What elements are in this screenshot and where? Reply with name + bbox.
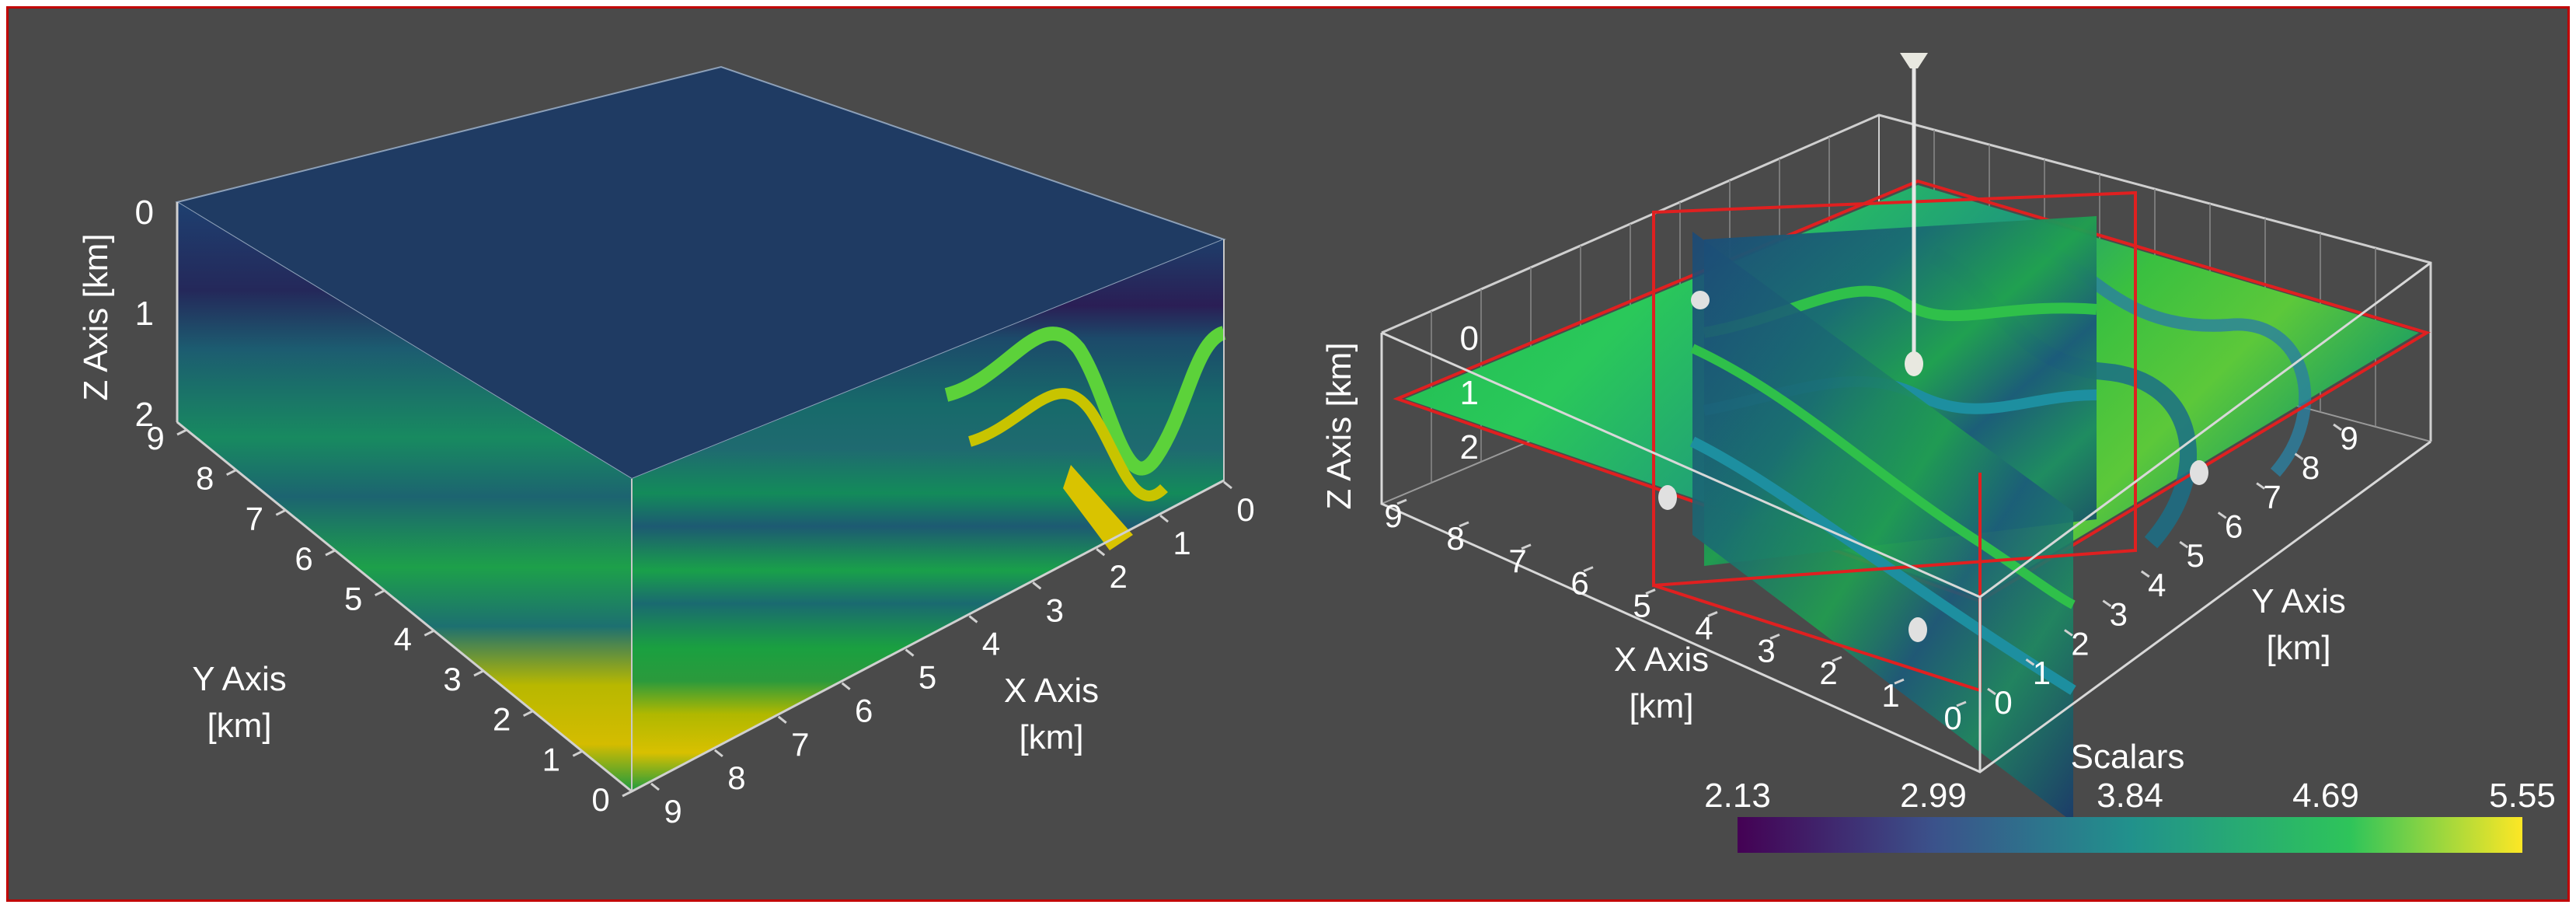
colorbar-gradient <box>1738 817 2522 853</box>
right-x-tick-2: 2 <box>1819 655 1837 691</box>
left-x-tick-5: 5 <box>919 659 936 696</box>
block-x-face <box>632 239 1224 791</box>
vertical-slice-yz <box>1692 232 2073 822</box>
colorbar-tick-4: 5.55 <box>2489 777 2556 815</box>
right-x-tick-1: 1 <box>1881 677 1899 714</box>
right-z-tick-1: 1 <box>1460 374 1479 412</box>
left-y-tick-4: 4 <box>394 620 412 657</box>
right-x-tick-5: 5 <box>1633 588 1651 624</box>
right-y-tick-4: 4 <box>2148 567 2166 603</box>
right-x-tick-8: 8 <box>1446 520 1464 557</box>
left-y-tick-5: 5 <box>344 581 362 617</box>
left-x-tick-4: 4 <box>982 625 1000 662</box>
left-x-axis-label-line1: X Axis <box>1004 672 1099 710</box>
right-x-tick-9: 9 <box>1384 498 1402 534</box>
left-y-axis-label-line1: Y Axis <box>192 660 286 698</box>
colorbar: Scalars 2.13 2.99 3.84 4.69 5.55 <box>1704 738 2556 853</box>
left-y-tick-8: 8 <box>196 460 214 497</box>
right-z-axis-label: Z Axis [km] <box>1320 342 1358 509</box>
right-y-tick-6: 6 <box>2225 508 2243 544</box>
right-y-tick-3: 3 <box>2110 596 2128 633</box>
left-z-tick-0: 0 <box>135 194 154 232</box>
right-y-axis-label-line2: [km] <box>2266 629 2330 667</box>
probe-glyph-right <box>2190 460 2208 485</box>
left-y-tick-1: 1 <box>542 741 560 777</box>
fold-feature <box>944 326 1227 476</box>
bbox-front-top-right <box>1979 261 2431 599</box>
right-x-axis-label-line1: X Axis <box>1614 641 1709 679</box>
right-y-tick-7: 7 <box>2263 479 2281 515</box>
left-y-tick-9: 9 <box>146 420 164 456</box>
right-y-tick-0: 0 <box>1994 684 2012 721</box>
left-y-tick-3: 3 <box>443 661 461 697</box>
colorbar-tick-1: 2.99 <box>1900 777 1967 815</box>
left-x-tick-2: 2 <box>1110 558 1128 595</box>
left-x-tick-6: 6 <box>855 693 873 729</box>
probe-glyph-center <box>1905 351 1923 376</box>
right-z-tick-2: 2 <box>1460 428 1479 466</box>
vertical-slice-yz-outline <box>1652 212 1982 693</box>
left-x-tick-8: 8 <box>727 760 745 796</box>
bbox-front-bottom <box>1380 333 2431 774</box>
left-x-ticks: 9 8 7 6 5 4 3 2 1 0 <box>650 480 1255 829</box>
probe-glyph-left <box>1658 485 1677 510</box>
left-x-tick-3: 3 <box>1046 592 1064 628</box>
right-x-ticks: 9 8 7 6 5 4 3 2 1 0 <box>1384 498 1967 736</box>
left-x-axis-label-line2: [km] <box>1019 718 1083 756</box>
left-x-axis-line <box>631 479 1225 793</box>
colorbar-tick-2: 3.84 <box>2097 777 2163 815</box>
block-y-face <box>177 202 632 791</box>
left-y-tick-6: 6 <box>295 540 312 577</box>
left-y-axis-label-line2: [km] <box>207 707 271 745</box>
bbox-front-top-left <box>1381 331 1981 599</box>
right-y-tick-5: 5 <box>2187 537 2205 574</box>
right-x-tick-6: 6 <box>1570 565 1588 602</box>
probe-glyph-back <box>1691 291 1710 309</box>
right-x-tick-0: 0 <box>1943 700 1961 736</box>
left-z-tick-1: 1 <box>135 295 154 333</box>
right-y-tick-1: 1 <box>2033 655 2051 691</box>
fault-feature <box>967 388 1168 501</box>
left-y-tick-2: 2 <box>493 701 511 738</box>
well-head-icon <box>1900 53 1928 68</box>
colorbar-tick-0: 2.13 <box>1704 777 1771 815</box>
right-x-tick-4: 4 <box>1695 609 1713 646</box>
right-y-axis-label-line1: Y Axis <box>2251 582 2345 620</box>
probe-glyph-bottom <box>1908 617 1927 642</box>
left-x-tick-9: 9 <box>664 793 681 829</box>
left-z-axis-label: Z Axis [km] <box>77 233 115 400</box>
left-x-tick-1: 1 <box>1173 525 1190 561</box>
colorbar-title: Scalars <box>2071 738 2185 776</box>
right-y-tick-8: 8 <box>2302 449 2320 486</box>
colorbar-tick-3: 4.69 <box>2292 777 2359 815</box>
right-y-tick-9: 9 <box>2340 420 2358 456</box>
right-x-axis-label-line2: [km] <box>1629 687 1693 725</box>
right-x-tick-3: 3 <box>1757 632 1775 669</box>
left-x-tick-0: 0 <box>1236 491 1254 528</box>
left-y-tick-7: 7 <box>246 500 263 536</box>
right-z-tick-0: 0 <box>1460 320 1479 358</box>
left-y-tick-0: 0 <box>591 781 609 818</box>
left-z-tick-2: 2 <box>135 396 154 434</box>
right-x-tick-7: 7 <box>1508 543 1526 579</box>
left-x-tick-7: 7 <box>791 726 809 763</box>
right-y-tick-2: 2 <box>2071 625 2089 662</box>
left-y-axis-line <box>176 421 633 793</box>
fault-block <box>1063 465 1133 550</box>
